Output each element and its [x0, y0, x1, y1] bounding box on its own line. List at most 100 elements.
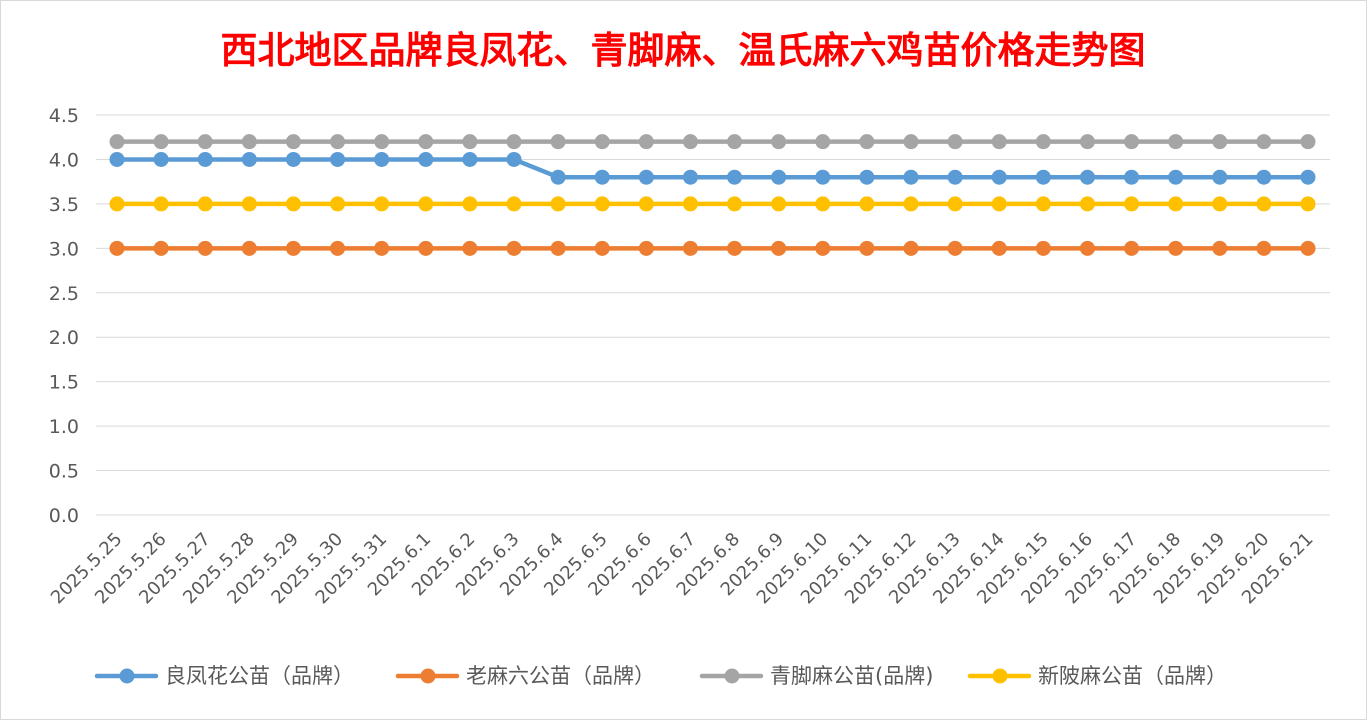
data-point	[771, 134, 787, 150]
data-point	[197, 196, 213, 212]
data-point	[418, 240, 434, 256]
data-point	[374, 240, 390, 256]
data-point	[771, 196, 787, 212]
data-point	[1124, 196, 1140, 212]
data-point	[771, 240, 787, 256]
data-point	[109, 134, 125, 150]
series-3	[109, 196, 1316, 212]
data-point	[903, 240, 919, 256]
data-point	[991, 240, 1007, 256]
y-tick-label: 1.0	[49, 416, 79, 438]
data-point	[638, 169, 654, 185]
data-point	[682, 169, 698, 185]
data-point	[506, 134, 522, 150]
y-tick-label: 4.5	[49, 105, 79, 127]
data-point	[947, 196, 963, 212]
data-point	[1168, 169, 1184, 185]
data-point	[153, 134, 169, 150]
legend-label: 老麻六公苗（品牌）	[466, 664, 655, 688]
y-tick-label: 0.0	[49, 505, 79, 527]
data-point	[638, 134, 654, 150]
data-point	[815, 240, 831, 256]
data-point	[197, 240, 213, 256]
data-point	[109, 151, 125, 167]
data-point	[727, 196, 743, 212]
data-point	[1079, 196, 1095, 212]
data-point	[197, 134, 213, 150]
data-point	[330, 196, 346, 212]
y-tick-label: 2.5	[49, 283, 79, 305]
data-point	[594, 169, 610, 185]
data-point	[550, 196, 566, 212]
data-point	[241, 240, 257, 256]
series-0	[109, 151, 1316, 185]
data-point	[109, 196, 125, 212]
legend-item-3: 新陂麻公苗（品牌）	[967, 664, 1227, 688]
data-point	[1124, 240, 1140, 256]
data-point	[1035, 240, 1051, 256]
data-point	[153, 151, 169, 167]
data-point	[1212, 169, 1228, 185]
chart-title: 西北地区品牌良凤花、青脚麻、温氏麻六鸡苗价格走势图	[221, 28, 1146, 72]
data-point	[859, 240, 875, 256]
data-point	[991, 134, 1007, 150]
data-point	[550, 134, 566, 150]
data-point	[1300, 134, 1316, 150]
data-point	[241, 134, 257, 150]
series-1	[109, 240, 1316, 256]
data-point	[594, 196, 610, 212]
data-point	[638, 196, 654, 212]
y-axis-ticks: 0.0 0.5 1.0 1.5 2.0 2.5 3.0 3.5 4.0 4.5	[49, 105, 79, 527]
data-point	[947, 169, 963, 185]
data-point	[330, 240, 346, 256]
data-point	[594, 240, 610, 256]
data-point	[1300, 240, 1316, 256]
series-line	[114, 157, 1311, 180]
series-2	[109, 134, 1316, 150]
data-point	[462, 240, 478, 256]
data-point	[285, 151, 301, 167]
legend-label: 青脚麻公苗(品牌)	[770, 664, 933, 688]
data-point	[682, 196, 698, 212]
data-point	[727, 169, 743, 185]
legend-item-2: 青脚麻公苗(品牌)	[699, 664, 933, 688]
data-point	[374, 134, 390, 150]
legend: 良凤花公苗（品牌） 老麻六公苗（品牌） 青脚麻公苗(品牌) 新陂麻公苗（品牌）	[94, 664, 1227, 688]
legend-label: 良凤花公苗（品牌）	[165, 664, 354, 688]
data-point	[727, 134, 743, 150]
data-point	[241, 196, 257, 212]
data-point	[550, 169, 566, 185]
data-point	[330, 151, 346, 167]
data-point	[1168, 240, 1184, 256]
legend-marker	[420, 668, 436, 684]
legend-marker	[992, 668, 1008, 684]
data-point	[859, 196, 875, 212]
data-point	[1035, 196, 1051, 212]
data-point	[506, 196, 522, 212]
data-point	[462, 134, 478, 150]
legend-item-1: 老麻六公苗（品牌）	[395, 664, 655, 688]
series-group	[109, 134, 1316, 256]
data-point	[947, 134, 963, 150]
data-point	[991, 169, 1007, 185]
data-point	[418, 151, 434, 167]
data-point	[682, 134, 698, 150]
data-point	[638, 240, 654, 256]
data-point	[1212, 134, 1228, 150]
y-tick-label: 4.0	[49, 149, 79, 171]
data-point	[1256, 196, 1272, 212]
data-point	[153, 240, 169, 256]
data-point	[1212, 240, 1228, 256]
data-point	[153, 196, 169, 212]
data-point	[1256, 134, 1272, 150]
data-point	[815, 196, 831, 212]
data-point	[1168, 196, 1184, 212]
data-point	[1079, 134, 1095, 150]
data-point	[815, 169, 831, 185]
data-point	[1256, 240, 1272, 256]
data-point	[1035, 169, 1051, 185]
data-point	[462, 196, 478, 212]
